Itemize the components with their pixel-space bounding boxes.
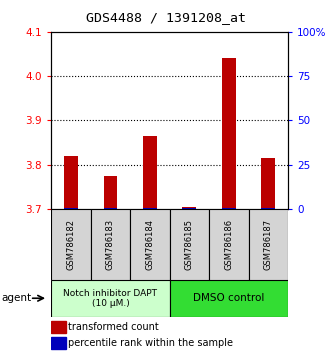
Bar	[222, 58, 236, 209]
Bar	[209, 209, 249, 280]
Text: GSM786184: GSM786184	[145, 219, 155, 270]
Bar	[104, 176, 118, 209]
Bar	[64, 156, 78, 209]
Text: GSM786185: GSM786185	[185, 219, 194, 270]
Bar	[261, 208, 275, 209]
Bar	[51, 321, 66, 333]
Bar	[222, 207, 236, 209]
Bar	[261, 158, 275, 209]
Bar	[64, 207, 78, 209]
Text: GSM786182: GSM786182	[67, 219, 75, 270]
Text: agent: agent	[2, 293, 32, 303]
Bar	[51, 209, 91, 280]
Text: GSM786186: GSM786186	[224, 219, 233, 270]
Bar	[182, 207, 196, 209]
Bar	[130, 209, 169, 280]
Bar	[169, 280, 288, 317]
Text: Notch inhibitor DAPT
(10 μM.): Notch inhibitor DAPT (10 μM.)	[64, 289, 158, 308]
Bar	[51, 280, 169, 317]
Text: percentile rank within the sample: percentile rank within the sample	[68, 338, 233, 348]
Text: GSM786183: GSM786183	[106, 219, 115, 270]
Bar	[91, 209, 130, 280]
Bar	[104, 208, 118, 209]
Bar	[143, 136, 157, 209]
Text: DMSO control: DMSO control	[193, 293, 264, 303]
Text: transformed count: transformed count	[68, 322, 159, 332]
Bar	[51, 337, 66, 349]
Text: GDS4488 / 1391208_at: GDS4488 / 1391208_at	[85, 11, 246, 24]
Bar	[249, 209, 288, 280]
Bar	[169, 209, 209, 280]
Text: GSM786187: GSM786187	[264, 219, 273, 270]
Bar	[143, 207, 157, 209]
